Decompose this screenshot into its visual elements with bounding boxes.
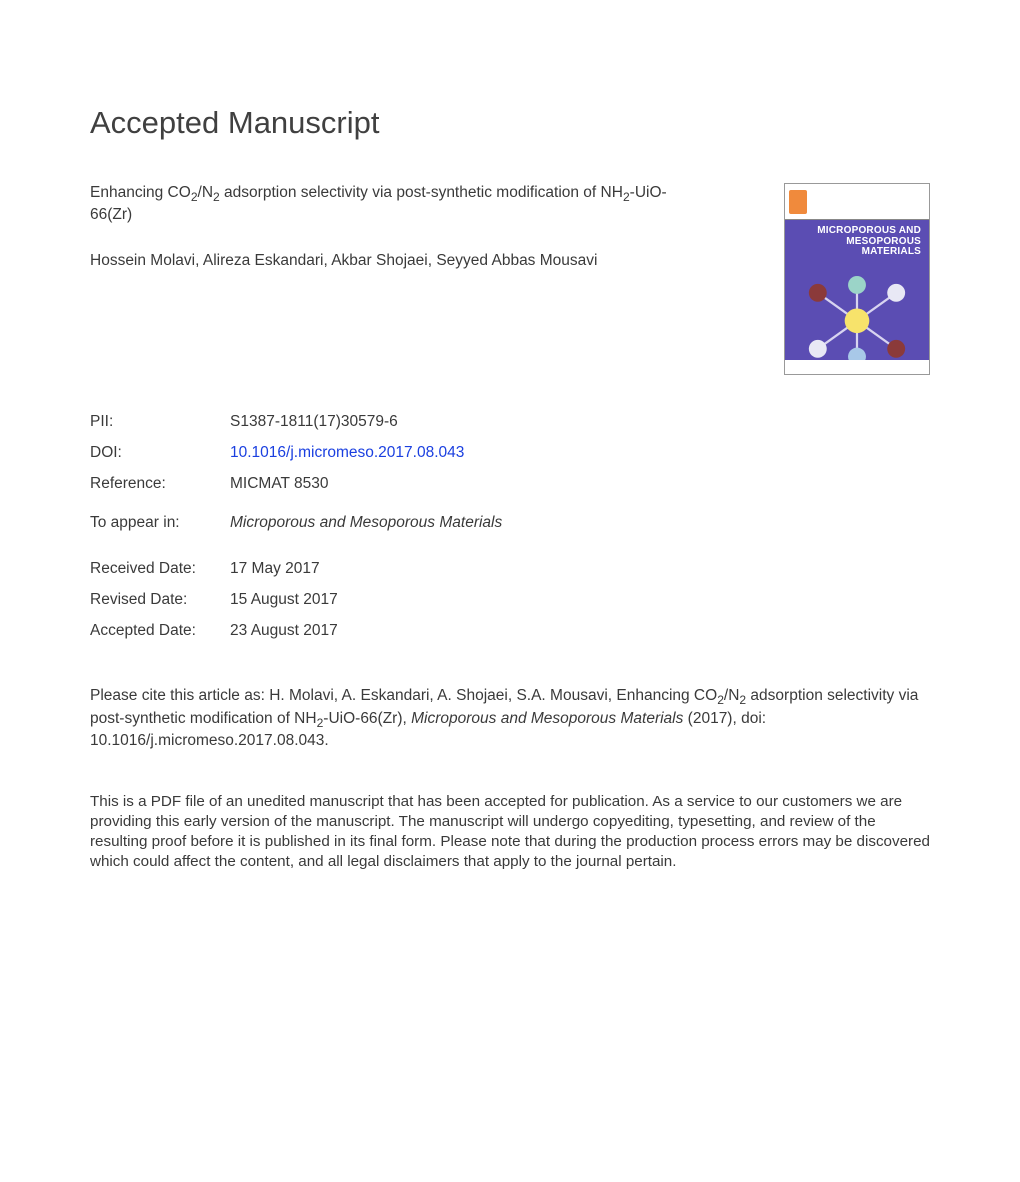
doi-link[interactable]: 10.1016/j.micromeso.2017.08.043 [230, 444, 464, 462]
meta-label: PII: [90, 413, 230, 431]
elsevier-logo-icon [789, 190, 807, 214]
citation-part: /N [724, 687, 740, 704]
title-text: Enhancing CO [90, 184, 191, 201]
title-sub: 2 [623, 190, 630, 204]
citation-part: Please cite this article as: H. Molavi, … [90, 687, 717, 704]
date-row-received: Received Date: 17 May 2017 [90, 560, 930, 578]
title-sub: 2 [213, 190, 220, 204]
article-title: Enhancing CO2/N2 adsorption selectivity … [90, 183, 680, 226]
citation-sub: 2 [717, 694, 724, 708]
disclaimer-text: This is a PDF file of an unedited manusc… [90, 792, 930, 872]
title-cover-row: Enhancing CO2/N2 adsorption selectivity … [90, 183, 930, 375]
cover-footer [785, 360, 929, 374]
journal-name: Microporous and Mesoporous Materials [230, 514, 502, 532]
meta-row-pii: PII: S1387-1811(17)30579-6 [90, 413, 930, 431]
reference-value: MICMAT 8530 [230, 475, 329, 493]
page-heading: Accepted Manuscript [90, 105, 930, 141]
title-authors-block: Enhancing CO2/N2 adsorption selectivity … [90, 183, 764, 375]
citation-part: -UiO-66(Zr), [323, 710, 411, 727]
revised-date: 15 August 2017 [230, 591, 338, 609]
date-label: Received Date: [90, 560, 230, 578]
title-text: /N [198, 184, 214, 201]
cover-art-icon [801, 276, 913, 366]
title-sub: 2 [191, 190, 198, 204]
dates-table: Received Date: 17 May 2017 Revised Date:… [90, 560, 930, 640]
date-label: Revised Date: [90, 591, 230, 609]
metadata-table: PII: S1387-1811(17)30579-6 DOI: 10.1016/… [90, 413, 930, 492]
pii-value: S1387-1811(17)30579-6 [230, 413, 398, 431]
meta-row-doi: DOI: 10.1016/j.micromeso.2017.08.043 [90, 444, 930, 462]
cover-title-line: MICROPOROUS AND [785, 226, 921, 237]
citation-text: Please cite this article as: H. Molavi, … [90, 686, 930, 752]
to-appear-label: To appear in: [90, 514, 230, 532]
meta-label: DOI: [90, 444, 230, 462]
received-date: 17 May 2017 [230, 560, 320, 578]
date-row-accepted: Accepted Date: 23 August 2017 [90, 622, 930, 640]
date-label: Accepted Date: [90, 622, 230, 640]
meta-label: Reference: [90, 475, 230, 493]
title-text: adsorption selectivity via post-syntheti… [220, 184, 623, 201]
cover-journal-title: MICROPOROUS AND MESOPOROUS MATERIALS [785, 220, 929, 258]
journal-cover-thumbnail: MICROPOROUS AND MESOPOROUS MATERIALS [784, 183, 930, 375]
accepted-date: 23 August 2017 [230, 622, 338, 640]
citation-journal: Microporous and Mesoporous Materials [411, 710, 683, 727]
cover-title-line: MESOPOROUS MATERIALS [785, 237, 921, 258]
meta-row-reference: Reference: MICMAT 8530 [90, 475, 930, 493]
cover-header [785, 184, 929, 220]
authors-list: Hossein Molavi, Alireza Eskandari, Akbar… [90, 252, 764, 270]
date-row-revised: Revised Date: 15 August 2017 [90, 591, 930, 609]
to-appear-row: To appear in: Microporous and Mesoporous… [90, 514, 930, 532]
